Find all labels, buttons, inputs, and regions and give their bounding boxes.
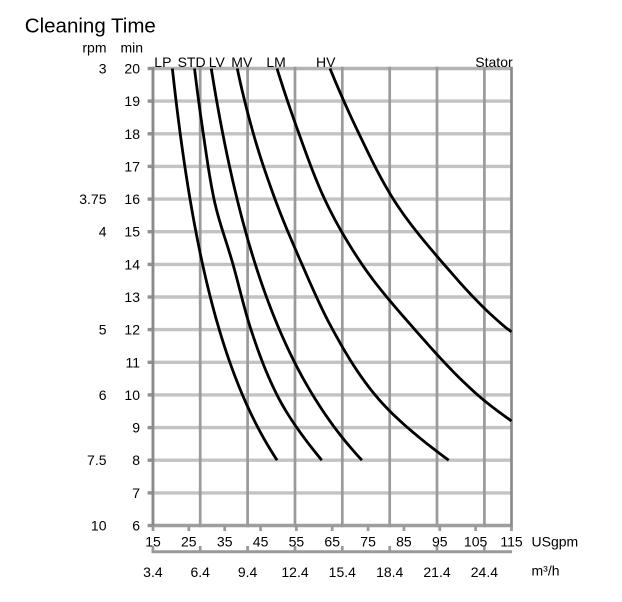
- svg-text:11: 11: [125, 354, 140, 370]
- svg-text:19: 19: [124, 93, 140, 109]
- svg-text:LV: LV: [209, 54, 226, 70]
- svg-text:HV: HV: [316, 54, 336, 70]
- svg-text:LP: LP: [154, 54, 171, 70]
- svg-text:14: 14: [124, 256, 140, 272]
- svg-text:35: 35: [217, 534, 233, 550]
- svg-text:3.4: 3.4: [143, 564, 163, 580]
- svg-text:9: 9: [132, 420, 140, 436]
- svg-text:8: 8: [132, 452, 140, 468]
- svg-text:20: 20: [124, 61, 140, 77]
- svg-text:LM: LM: [266, 54, 285, 70]
- svg-text:18: 18: [124, 126, 140, 142]
- svg-text:18.4: 18.4: [376, 564, 403, 580]
- svg-text:9.4: 9.4: [238, 564, 258, 580]
- svg-text:75: 75: [360, 534, 376, 550]
- svg-text:12.4: 12.4: [281, 564, 308, 580]
- svg-text:7.5: 7.5: [87, 452, 107, 468]
- svg-text:min: min: [120, 40, 143, 56]
- svg-text:24.4: 24.4: [471, 564, 498, 580]
- svg-text:25: 25: [181, 534, 197, 550]
- svg-text:10: 10: [91, 518, 107, 534]
- svg-text:15: 15: [124, 224, 140, 240]
- svg-text:USgpm: USgpm: [532, 534, 579, 550]
- svg-text:Stator: Stator: [475, 54, 513, 70]
- svg-text:3: 3: [99, 61, 107, 77]
- svg-text:STD: STD: [178, 54, 206, 70]
- svg-text:Cleaning Time: Cleaning Time: [25, 15, 156, 38]
- svg-text:6: 6: [132, 518, 140, 534]
- svg-text:16: 16: [124, 191, 140, 207]
- svg-text:10: 10: [124, 387, 140, 403]
- svg-text:5: 5: [99, 322, 107, 338]
- svg-text:4: 4: [99, 224, 107, 240]
- svg-text:95: 95: [432, 534, 448, 550]
- svg-text:55: 55: [289, 534, 305, 550]
- svg-text:115: 115: [500, 534, 523, 550]
- svg-text:65: 65: [324, 534, 340, 550]
- svg-text:6: 6: [99, 387, 107, 403]
- svg-text:15.4: 15.4: [329, 564, 356, 580]
- svg-text:17: 17: [124, 158, 140, 174]
- svg-text:85: 85: [396, 534, 412, 550]
- svg-text:6.4: 6.4: [190, 564, 210, 580]
- svg-text:3.75: 3.75: [79, 191, 106, 207]
- svg-text:m³/h: m³/h: [532, 563, 560, 579]
- svg-text:rpm: rpm: [82, 40, 106, 56]
- svg-text:15: 15: [145, 534, 161, 550]
- svg-text:7: 7: [132, 485, 140, 501]
- svg-text:12: 12: [124, 322, 140, 338]
- svg-text:21.4: 21.4: [423, 564, 450, 580]
- svg-text:105: 105: [464, 534, 488, 550]
- svg-text:13: 13: [124, 289, 140, 305]
- svg-text:45: 45: [253, 534, 269, 550]
- svg-text:MV: MV: [231, 54, 253, 70]
